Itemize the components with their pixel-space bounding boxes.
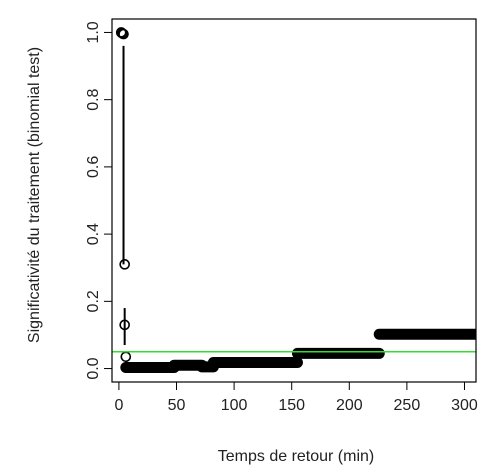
plot-layer: [112, 27, 476, 374]
plot-frame: [111, 18, 477, 383]
data-point-0: [115, 27, 127, 38]
x-axis-label: Temps de retour (min): [218, 448, 375, 465]
x-tick-label-250: 250: [394, 397, 421, 414]
y-axis-label: Significativité du traitement (binomial …: [26, 47, 43, 343]
y-tick-label-0: 0.0: [85, 357, 102, 379]
x-tick-label-50: 50: [168, 397, 186, 414]
y-axis: 0.0 0.2 0.4 0.6 0.8 1.0: [85, 21, 113, 380]
x-tick-label-100: 100: [221, 397, 248, 414]
x-tick-label-0: 0: [114, 397, 123, 414]
data-point-5: [120, 351, 132, 363]
y-tick-label-1: 1.0: [85, 21, 102, 43]
y-tick-label-0.4: 0.4: [85, 223, 102, 245]
x-tick-label-200: 200: [336, 397, 363, 414]
y-tick-label-0.8: 0.8: [85, 88, 102, 110]
data-point-4: [119, 319, 130, 331]
y-tick-label-0.2: 0.2: [85, 290, 102, 312]
data-point-3: [119, 259, 130, 270]
y-tick-label-0.6: 0.6: [85, 156, 102, 178]
x-tick-label-150: 150: [278, 397, 305, 414]
x-axis: 0 50 100 150 200 250 300: [114, 381, 478, 414]
x-tick-label-300: 300: [451, 397, 478, 414]
data-point-2: [118, 28, 129, 40]
